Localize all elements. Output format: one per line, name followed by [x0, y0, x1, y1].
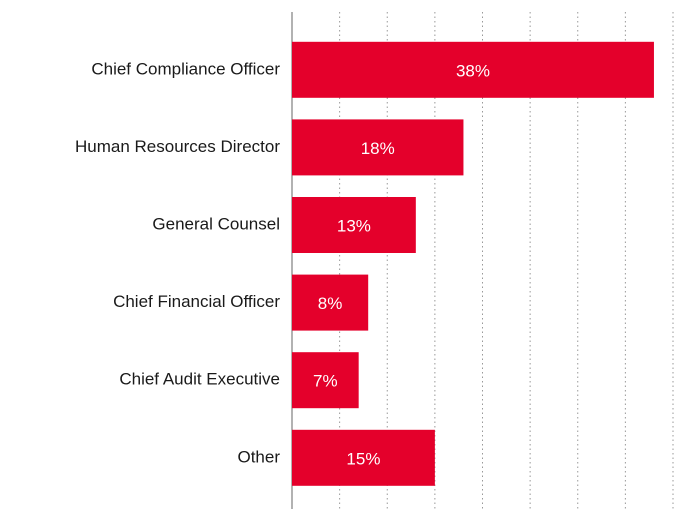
bar — [292, 197, 416, 253]
value-label: 15% — [346, 449, 380, 468]
category-label: Other — [237, 447, 280, 466]
category-label: General Counsel — [152, 214, 280, 233]
category-label: Chief Financial Officer — [113, 292, 280, 311]
bar — [292, 429, 435, 486]
value-label: 13% — [337, 216, 371, 235]
value-label: 18% — [361, 139, 395, 158]
value-label: 7% — [313, 372, 338, 391]
value-label: 8% — [318, 294, 343, 313]
bar — [292, 119, 464, 176]
bar — [292, 41, 654, 98]
bar — [292, 352, 359, 409]
category-label: Chief Audit Executive — [119, 370, 280, 389]
category-label: Human Resources Director — [75, 137, 280, 156]
value-label: 38% — [456, 61, 490, 80]
bar — [292, 274, 369, 331]
category-label: Chief Compliance Officer — [91, 59, 280, 78]
